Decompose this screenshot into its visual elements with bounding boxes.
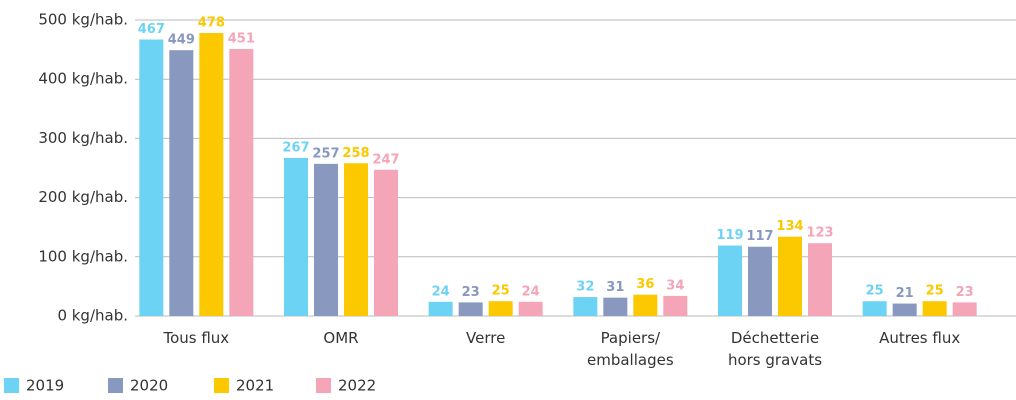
bar [573,297,598,316]
legend-swatch [4,378,19,393]
bar [778,236,802,316]
value-label: 117 [746,229,773,244]
value-label: 478 [198,16,225,31]
x-tick-label: Papiers/emballages [587,329,674,369]
value-label: 36 [636,277,654,292]
value-label: 25 [492,284,510,299]
bar [199,33,224,317]
bar [748,246,772,316]
y-tick-label: 400 kg/hab. [38,70,128,88]
legend-label: 2021 [236,377,274,395]
bar [952,302,977,316]
value-label: 23 [462,285,480,300]
value-label: 34 [666,278,684,293]
x-tick-label: Autres flux [879,329,960,347]
value-label: 267 [282,140,309,155]
value-label: 247 [372,152,399,167]
bar [229,49,254,317]
value-label: 25 [866,284,884,299]
bar [892,303,917,316]
y-tick-label: 0 kg/hab. [57,307,128,325]
value-label: 467 [138,22,165,37]
x-tick-label: Tous flux [162,329,229,347]
bar [374,169,398,316]
bar [314,163,338,316]
bar [518,301,543,316]
value-label: 25 [926,284,944,299]
value-label: 449 [168,33,195,48]
x-tick-label: Verre [466,329,505,347]
value-label: 21 [896,286,914,301]
value-label: 134 [776,219,803,234]
value-label: 24 [522,284,540,299]
bar [458,302,483,316]
value-label: 451 [228,32,255,47]
value-label: 257 [312,146,339,161]
bar [862,301,887,316]
legend-swatch [214,378,229,393]
legend-swatch [316,378,331,393]
bar [169,50,194,316]
x-tick-label: OMR [323,329,358,347]
bar [603,297,628,316]
bar [428,301,453,316]
value-label: 32 [576,280,594,295]
value-label: 24 [432,284,450,299]
bar [139,39,164,316]
bar [808,243,832,316]
bar [488,301,513,316]
bar [344,163,368,316]
y-tick-label: 500 kg/hab. [38,11,128,29]
value-label: 119 [716,228,743,243]
y-tick-label: 300 kg/hab. [38,129,128,147]
legend-label: 2020 [130,377,168,395]
bar [663,295,688,316]
value-label: 23 [956,285,974,300]
bar [922,301,947,316]
legend-swatch [108,378,123,393]
value-label: 258 [342,146,369,161]
value-label: 31 [606,280,624,295]
x-tick-label: Déchetterie hors gravats [728,329,822,369]
y-tick-label: 200 kg/hab. [38,188,128,206]
value-label: 123 [806,226,833,241]
bar [633,294,658,316]
bar [718,245,742,316]
y-tick-label: 100 kg/hab. [38,247,128,265]
legend-label: 2022 [338,377,376,395]
legend-label: 2019 [26,377,64,395]
bar [284,157,308,316]
